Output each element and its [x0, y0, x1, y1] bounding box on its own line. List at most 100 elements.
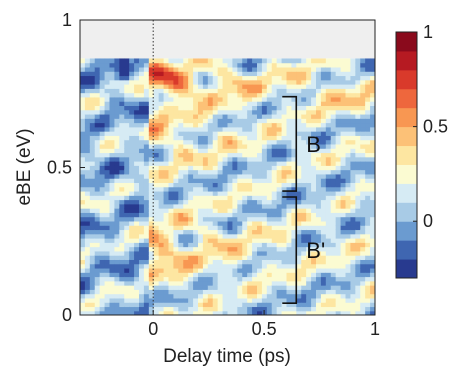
heatmap-cell	[232, 285, 238, 290]
heatmap-cell	[311, 165, 317, 171]
heatmap-cell	[202, 302, 209, 308]
heatmap-cell	[173, 66, 179, 72]
heatmap-cell	[345, 62, 352, 68]
heatmap-cell	[252, 71, 258, 77]
heatmap-cell	[178, 263, 184, 269]
heatmap-cell	[370, 276, 375, 282]
heatmap-cell	[237, 126, 243, 132]
heatmap-cell	[286, 306, 293, 312]
heatmap-cell	[311, 225, 317, 231]
heatmap-cell	[271, 208, 278, 213]
heatmap-cell	[345, 242, 352, 248]
heatmap-cell	[119, 92, 125, 98]
heatmap-cell	[134, 75, 140, 81]
heatmap-cell	[257, 173, 263, 179]
heatmap-cell	[320, 225, 327, 231]
heatmap-cell	[266, 280, 273, 286]
heatmap-cell	[207, 101, 214, 107]
heatmap-cell	[148, 306, 155, 312]
heatmap-cell	[212, 165, 219, 171]
heatmap-cell	[158, 66, 165, 72]
heatmap-cell	[139, 259, 145, 265]
heatmap-cell	[257, 297, 263, 303]
heatmap-cell	[217, 71, 224, 77]
heatmap-cell	[252, 156, 258, 162]
heatmap-cell	[306, 259, 312, 265]
heatmap-cell	[316, 148, 322, 154]
heatmap-cell	[114, 165, 120, 171]
heatmap-cell	[370, 135, 375, 141]
heatmap-cell	[311, 122, 317, 128]
heatmap-cell	[114, 143, 120, 149]
heatmap-cell	[124, 297, 130, 303]
heatmap-cell	[340, 58, 347, 64]
heatmap-cell	[227, 250, 234, 256]
heatmap-cell	[286, 101, 293, 107]
heatmap-cell	[143, 263, 150, 269]
heatmap-cell	[202, 173, 209, 179]
heatmap-cell	[237, 169, 243, 175]
heatmap-cell	[109, 62, 116, 68]
heatmap-cell	[158, 152, 165, 158]
heatmap-cell	[212, 173, 219, 179]
heatmap-cell	[134, 297, 140, 303]
heatmap-cell	[330, 79, 337, 85]
heatmap-cell	[84, 152, 91, 158]
heatmap-cell	[94, 246, 101, 252]
heatmap-cell	[370, 229, 375, 235]
heatmap-cell	[242, 199, 248, 205]
heatmap-cell	[242, 71, 248, 77]
heatmap-cell	[183, 255, 189, 260]
heatmap-cell	[365, 229, 371, 235]
heatmap-cell	[360, 92, 366, 98]
heatmap-cell	[247, 190, 253, 196]
heatmap-cell	[148, 143, 155, 149]
heatmap-cell	[291, 143, 297, 149]
heatmap-cell	[94, 293, 101, 299]
heatmap-cell	[257, 161, 263, 166]
heatmap-cell	[158, 96, 165, 102]
heatmap-cell	[316, 190, 322, 196]
heatmap-cell	[227, 229, 234, 235]
heatmap-cell	[109, 101, 116, 107]
heatmap-cell	[291, 242, 297, 248]
heatmap-cell	[271, 259, 278, 265]
heatmap-cell	[237, 135, 243, 141]
heatmap-cell	[237, 238, 243, 243]
heatmap-cell	[271, 297, 278, 303]
heatmap-cell	[316, 276, 322, 282]
heatmap-cell	[257, 62, 263, 68]
heatmap-cell	[296, 66, 302, 72]
heatmap-cell	[94, 109, 101, 115]
heatmap-cell	[153, 190, 160, 196]
heatmap-cell	[94, 220, 101, 226]
heatmap-cell	[94, 263, 101, 269]
heatmap-cell	[291, 276, 297, 282]
heatmap-cell	[306, 255, 312, 260]
heatmap-cell	[212, 203, 219, 209]
heatmap-cell	[340, 276, 347, 282]
heatmap-cell	[335, 272, 342, 278]
heatmap-cell	[183, 293, 189, 299]
heatmap-cell	[217, 135, 224, 141]
heatmap-cell	[94, 229, 101, 235]
heatmap-cell	[153, 126, 160, 132]
heatmap-cell	[222, 289, 229, 295]
heatmap-cell	[183, 75, 189, 81]
heatmap-cell	[306, 285, 312, 290]
heatmap-cell	[183, 229, 189, 235]
heatmap-cell	[301, 152, 307, 158]
heatmap-cell	[109, 186, 116, 192]
heatmap-cell	[360, 96, 366, 102]
heatmap-cell	[158, 161, 165, 166]
heatmap-cell	[222, 113, 229, 119]
heatmap-cell	[129, 250, 135, 256]
heatmap-cell	[193, 161, 199, 166]
heatmap-cell	[316, 92, 322, 98]
heatmap-cell	[306, 122, 312, 128]
heatmap-cell	[139, 280, 145, 286]
heatmap-cell	[158, 71, 165, 77]
heatmap-cell	[99, 75, 106, 81]
heatmap-cell	[360, 62, 366, 68]
heatmap-cell	[242, 186, 248, 192]
